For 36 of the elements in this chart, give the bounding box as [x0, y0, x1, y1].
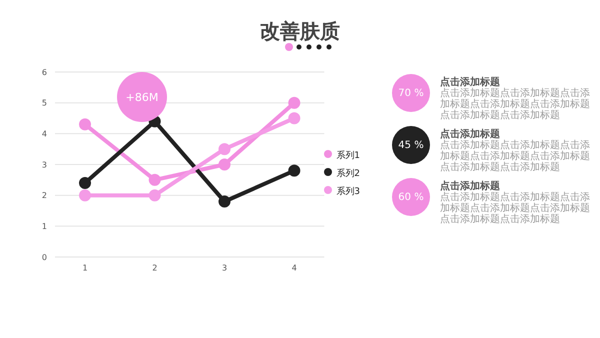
legend-label: 系列2: [336, 169, 360, 179]
y-tick-label: 2: [42, 191, 47, 200]
circle-badge: 70 %: [392, 74, 430, 112]
text: 点击添加标题点击添加标题点击添加标题点击添加标题点击添加标题点击添加标题点击添加标题: [440, 88, 591, 121]
point: [148, 174, 161, 186]
x-tick-label: 4: [292, 264, 297, 273]
point: [79, 118, 91, 130]
point: [79, 189, 91, 202]
circle-badge: +86M: [117, 72, 167, 122]
y-tick-label: 0: [42, 252, 47, 262]
point: [288, 96, 300, 109]
point: [288, 164, 300, 177]
y-tick-label: 5: [42, 98, 47, 108]
x-tick-label: 2: [152, 264, 158, 273]
point: [79, 177, 91, 189]
text: 点击添加标题: [440, 128, 500, 140]
chart-title: 改善肤质: [259, 18, 341, 45]
y-tick-label: 1: [42, 222, 47, 232]
circle-badge: 45 %: [392, 126, 430, 164]
text: 点击添加标题点击添加标题点击添加标题点击添加标题点击添加标题点击添加标题点击添加标题: [440, 140, 591, 173]
circle-badge: 60 %: [392, 178, 430, 216]
legend-label: 系列1: [336, 151, 360, 161]
x-tick-label: 1: [82, 264, 88, 273]
x-tick-label: 3: [222, 264, 228, 273]
point: [218, 143, 231, 156]
text: 点击添加标题: [440, 76, 500, 88]
point: [218, 158, 231, 170]
text: 点击添加标题: [440, 180, 500, 192]
y-tick-label: 4: [42, 130, 47, 139]
point: [218, 196, 231, 208]
y-tick-label: 6: [42, 68, 47, 77]
legend-label: 系列3: [336, 187, 360, 197]
point: [148, 189, 161, 202]
point: [288, 112, 300, 124]
y-tick-label: 3: [42, 160, 47, 170]
text: 点击添加标题点击添加标题点击添加标题点击添加标题点击添加标题点击添加标题点击添加标题: [440, 192, 591, 225]
